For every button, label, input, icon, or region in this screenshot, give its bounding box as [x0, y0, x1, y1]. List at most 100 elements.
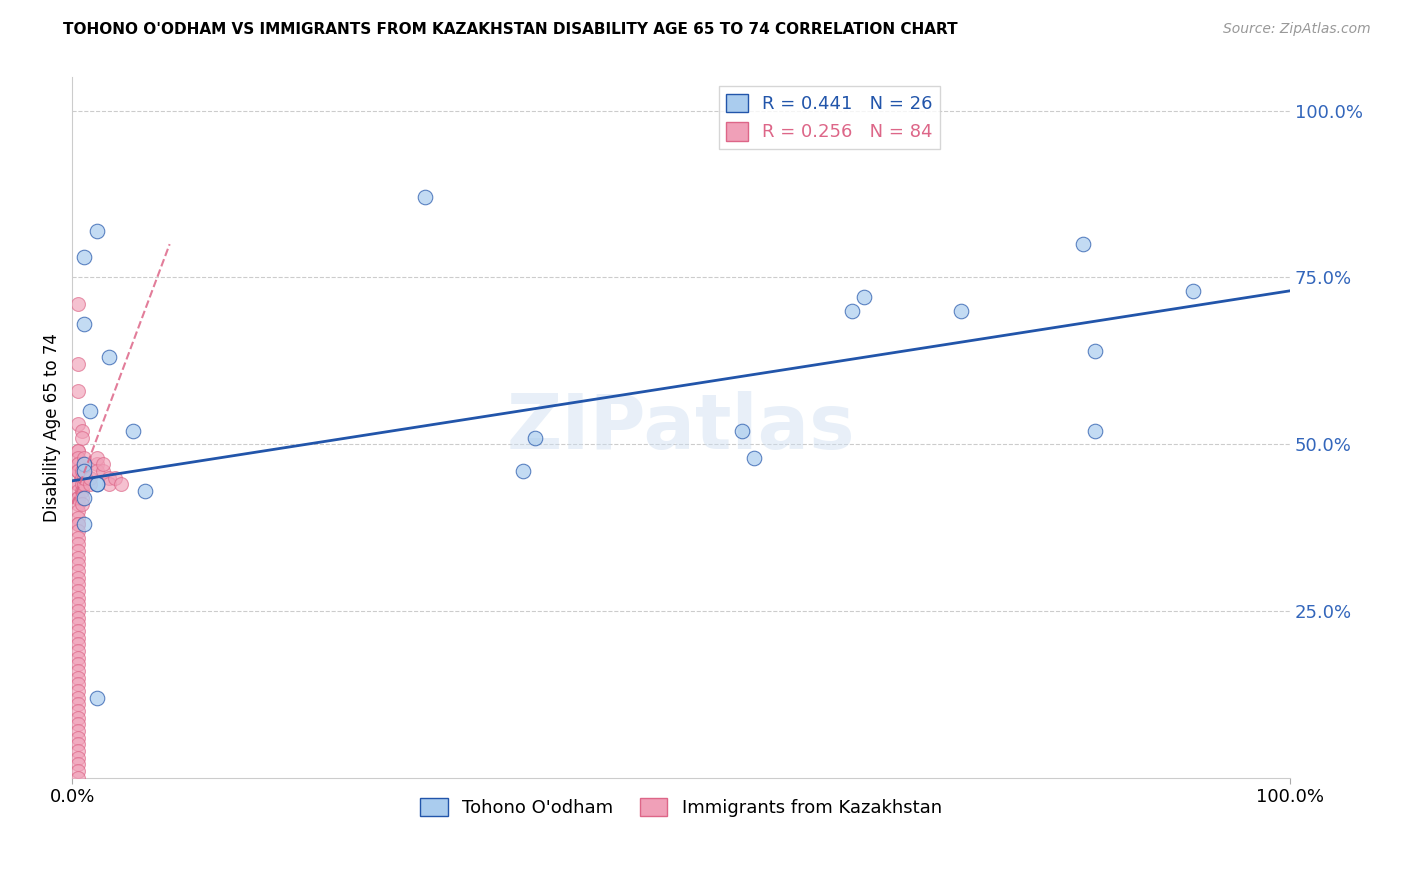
Point — [86, 464, 108, 478]
Point — [67, 384, 90, 398]
Point — [67, 510, 90, 524]
Point — [70, 491, 93, 505]
Point — [67, 464, 90, 478]
Point — [67, 637, 90, 651]
Point — [67, 704, 90, 718]
Point — [67, 491, 90, 505]
Point — [67, 357, 90, 371]
Point — [67, 297, 90, 311]
Point — [70, 430, 93, 444]
Point — [67, 657, 90, 672]
Point — [67, 624, 90, 638]
Point — [97, 351, 120, 365]
Point — [86, 690, 108, 705]
Point — [70, 497, 93, 511]
Point — [67, 443, 90, 458]
Point — [67, 497, 90, 511]
Point — [1084, 343, 1107, 358]
Point — [67, 517, 90, 532]
Point — [1071, 237, 1094, 252]
Point — [67, 650, 90, 665]
Point — [67, 577, 90, 591]
Point — [1084, 424, 1107, 438]
Point — [67, 597, 90, 611]
Point — [73, 477, 96, 491]
Point — [67, 457, 90, 471]
Point — [67, 717, 90, 731]
Point — [79, 477, 101, 491]
Point — [67, 464, 90, 478]
Point — [73, 450, 96, 465]
Point — [67, 491, 90, 505]
Point — [67, 664, 90, 678]
Point — [67, 610, 90, 624]
Point — [524, 430, 547, 444]
Point — [67, 443, 90, 458]
Point — [67, 757, 90, 772]
Point — [122, 424, 145, 438]
Point — [731, 424, 754, 438]
Point — [91, 457, 114, 471]
Point — [73, 457, 96, 471]
Point — [67, 710, 90, 724]
Point — [86, 477, 108, 491]
Point — [104, 470, 127, 484]
Point — [73, 464, 96, 478]
Point — [79, 404, 101, 418]
Point — [415, 190, 437, 204]
Point — [67, 583, 90, 598]
Point — [742, 450, 765, 465]
Point — [67, 517, 90, 532]
Point — [841, 303, 863, 318]
Point — [97, 470, 120, 484]
Point — [67, 631, 90, 645]
Point — [67, 524, 90, 538]
Point — [67, 417, 90, 432]
Point — [67, 644, 90, 658]
Point — [67, 764, 90, 778]
Point — [67, 671, 90, 685]
Point — [67, 750, 90, 764]
Point — [67, 690, 90, 705]
Point — [67, 570, 90, 584]
Point — [134, 483, 156, 498]
Point — [67, 477, 90, 491]
Point — [67, 723, 90, 738]
Point — [67, 558, 90, 572]
Point — [70, 424, 93, 438]
Point — [67, 771, 90, 785]
Point — [67, 744, 90, 758]
Point — [67, 617, 90, 632]
Point — [67, 457, 90, 471]
Point — [67, 483, 90, 498]
Point — [67, 677, 90, 691]
Point — [110, 477, 132, 491]
Text: TOHONO O'ODHAM VS IMMIGRANTS FROM KAZAKHSTAN DISABILITY AGE 65 TO 74 CORRELATION: TOHONO O'ODHAM VS IMMIGRANTS FROM KAZAKH… — [63, 22, 957, 37]
Point — [1181, 284, 1204, 298]
Point — [950, 303, 973, 318]
Point — [67, 564, 90, 578]
Point — [91, 464, 114, 478]
Point — [73, 491, 96, 505]
Point — [79, 470, 101, 484]
Point — [67, 450, 90, 465]
Point — [70, 470, 93, 484]
Point — [73, 470, 96, 484]
Point — [70, 483, 93, 498]
Point — [67, 737, 90, 751]
Point — [67, 731, 90, 745]
Point — [512, 464, 534, 478]
Text: Source: ZipAtlas.com: Source: ZipAtlas.com — [1223, 22, 1371, 37]
Point — [67, 591, 90, 605]
Point — [86, 224, 108, 238]
Point — [67, 504, 90, 518]
Point — [67, 544, 90, 558]
Point — [73, 317, 96, 331]
Point — [70, 464, 93, 478]
Point — [67, 697, 90, 711]
Point — [86, 450, 108, 465]
Point — [97, 477, 120, 491]
Point — [67, 684, 90, 698]
Point — [86, 457, 108, 471]
Y-axis label: Disability Age 65 to 74: Disability Age 65 to 74 — [44, 333, 60, 522]
